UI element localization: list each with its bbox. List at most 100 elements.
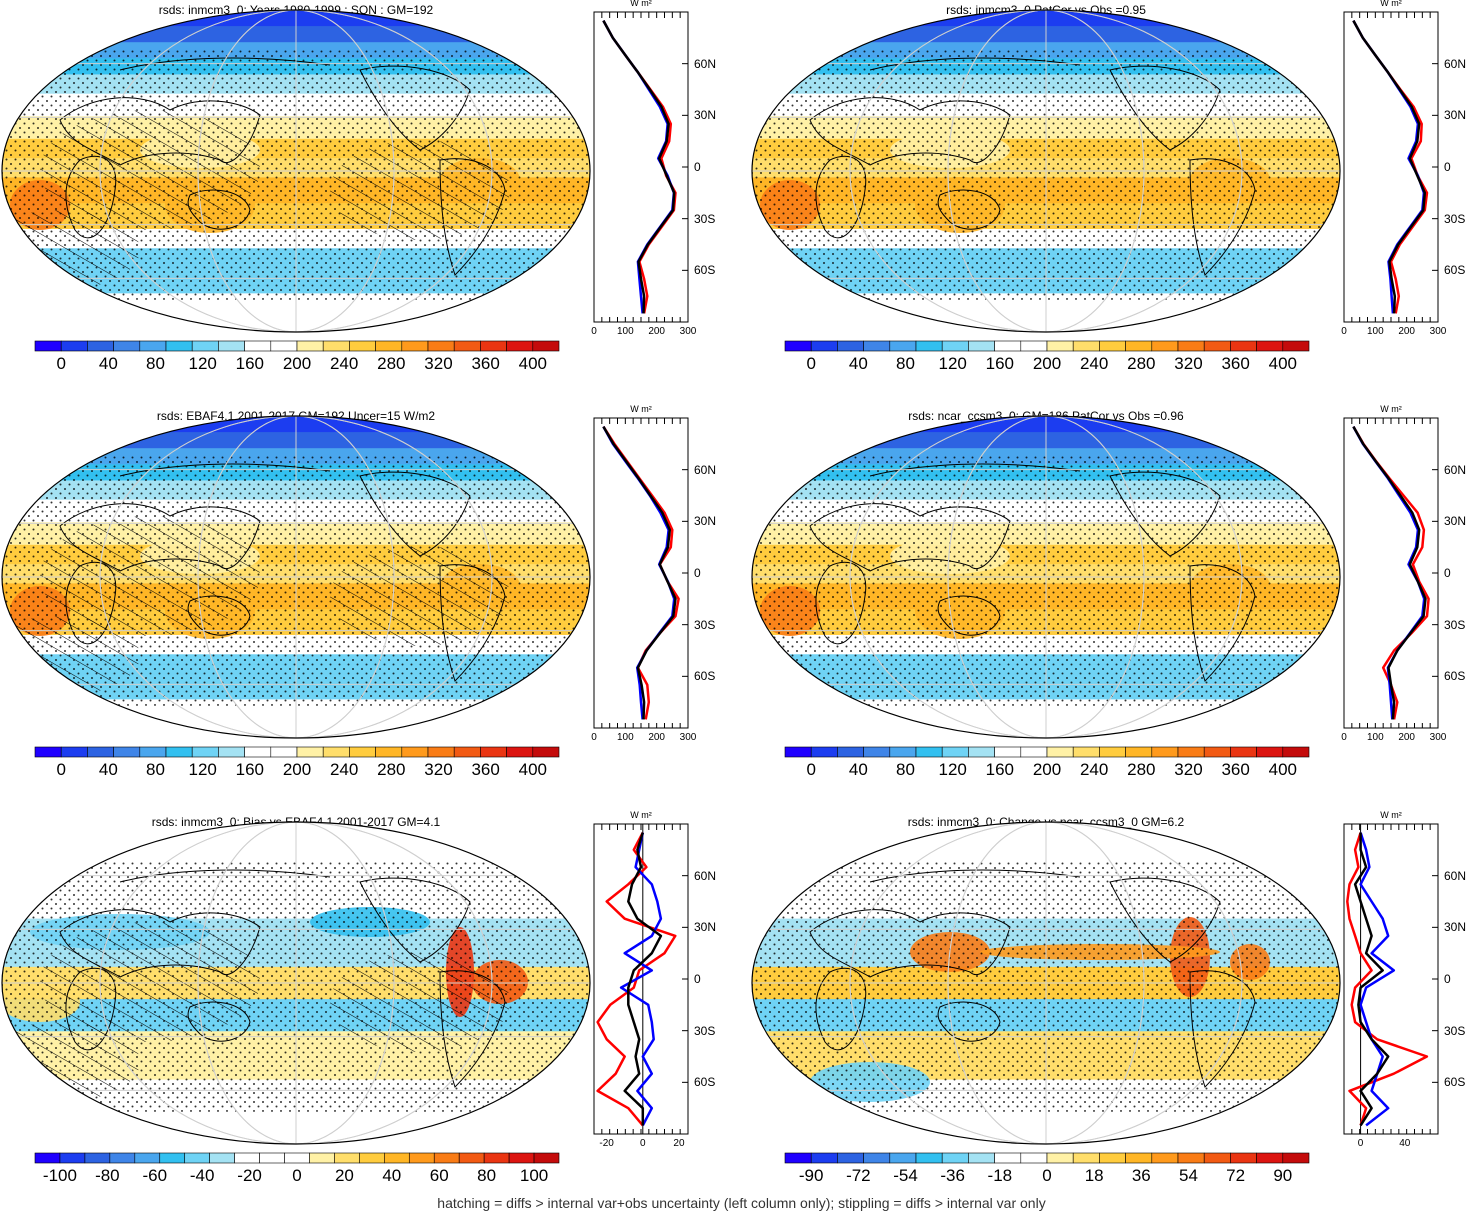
colorbar-tick-label: -80 <box>95 1166 120 1185</box>
coastline <box>937 1001 1001 1042</box>
profile-x-tick-label: 200 <box>1398 732 1415 743</box>
colorbar-swatch <box>1046 340 1074 352</box>
map <box>751 821 1341 1145</box>
colorbar-tick-label: 120 <box>938 354 967 373</box>
colorbar-tick-label: 200 <box>1032 354 1062 373</box>
profile-series-line <box>619 832 663 1126</box>
colorbar-swatch <box>1020 746 1048 758</box>
colorbar-swatch <box>968 1152 995 1164</box>
coastline <box>439 158 506 276</box>
latitude-label: 30S <box>1444 211 1466 226</box>
colorbar-swatch <box>968 746 995 758</box>
colorbar-tick-label: 160 <box>235 354 265 373</box>
profile-series-line <box>623 832 663 1126</box>
colorbar-swatch <box>191 746 219 758</box>
colorbar-swatch <box>784 340 812 352</box>
colorbar-tick-label: 54 <box>1179 1166 1198 1185</box>
lat-band <box>752 416 1340 434</box>
colorbar-swatch <box>532 746 560 758</box>
colorbar-ticks: -90 -72 -54 -36 -18 0 18 36 54 72 90 <box>784 1166 1310 1190</box>
colorbar-swatch <box>1256 1152 1284 1164</box>
hatching-overlay <box>330 952 510 1052</box>
profile-x-tick-label: 300 <box>679 732 697 743</box>
profile-x-tick-label: 0 <box>1357 1138 1364 1149</box>
colorbar-swatch <box>863 340 891 352</box>
colorbar-swatch <box>1046 1152 1074 1164</box>
colorbar-tick-label: 320 <box>1174 354 1203 373</box>
lat-band <box>2 416 590 434</box>
latitude-label: 60N <box>694 462 717 477</box>
colorbar-swatch <box>218 340 245 352</box>
colorbar-swatch <box>915 746 943 758</box>
latitude-label: 60N <box>1444 462 1467 477</box>
latitude-label: 30S <box>1444 1023 1466 1038</box>
colorbar-swatch <box>532 340 560 352</box>
coastline <box>1189 564 1256 682</box>
coastline <box>815 155 867 239</box>
latitude-label: 30N <box>1444 514 1467 529</box>
stippling-overlay <box>752 50 1340 300</box>
coastline <box>59 503 261 572</box>
colorbar-tick-label: 320 <box>1174 760 1203 779</box>
profile-x-tick-label: 300 <box>1429 732 1447 743</box>
map-border <box>751 821 1341 1145</box>
colorbar-tick-label: 0 <box>1042 1166 1052 1185</box>
latitude-label: 0 <box>694 566 701 580</box>
coastline <box>439 564 506 682</box>
colorbar-swatch <box>401 746 429 758</box>
colorbar-tick-label: -90 <box>798 1166 824 1185</box>
colorbar-swatch <box>483 1152 510 1164</box>
colorbar-swatch <box>322 746 350 758</box>
profile-unit: W m² <box>630 404 652 414</box>
colorbar-swatch <box>191 340 219 352</box>
colorbar-swatch <box>270 746 298 758</box>
colorbar-swatch <box>375 340 403 352</box>
colorbar-ticks: 0 40 80 120 160 200 240 280 320 360 400 <box>784 760 1310 784</box>
colorbar-tick-label: 40 <box>98 354 118 373</box>
colorbar-tick-label: 0 <box>806 354 816 373</box>
coastline <box>1189 970 1256 1088</box>
zonal-mean-profile <box>1343 11 1439 323</box>
latitude-label: 0 <box>694 972 701 986</box>
colorbar-swatch <box>1177 746 1205 758</box>
colorbar-swatch <box>1151 746 1179 758</box>
colorbar-swatch <box>1177 340 1205 352</box>
colorbar-swatch <box>1230 1152 1257 1164</box>
profile-unit: W m² <box>630 0 652 8</box>
coastline <box>187 1001 251 1042</box>
colorbar-swatch <box>994 746 1022 758</box>
colorbar-swatch <box>134 1152 161 1164</box>
profile-x-tick-label: 0 <box>1341 326 1347 337</box>
profile-x-tick-label: 40 <box>1399 1138 1411 1149</box>
colorbar-tick-label: 320 <box>424 760 453 779</box>
colorbar-tick-label: 400 <box>518 760 547 779</box>
stippling-overlay <box>752 456 1340 706</box>
colorbar-swatch <box>1230 340 1257 352</box>
colorbar-tick-label: 400 <box>518 354 547 373</box>
coastline <box>937 595 1001 636</box>
latitude-label: 30N <box>694 514 717 529</box>
colorbar-swatch <box>259 1152 285 1164</box>
colorbar-swatch <box>1282 746 1310 758</box>
profile-series-line <box>1359 832 1396 1127</box>
colorbar-tick-label: 120 <box>188 760 217 779</box>
colorbar-swatch <box>837 746 864 758</box>
colorbar-swatch <box>1125 1152 1153 1164</box>
profile-series-line <box>602 425 677 720</box>
profile-x-tick-label: 0 <box>1341 732 1347 743</box>
colorbar-swatch <box>401 340 429 352</box>
colorbar-tick-label: 72 <box>1226 1166 1246 1185</box>
profile-series-line <box>1352 20 1427 314</box>
profile-series-line <box>1352 425 1430 720</box>
colorbar-tick-label: 200 <box>282 354 312 373</box>
map <box>751 415 1341 739</box>
latitude-label: 0 <box>1444 160 1451 174</box>
hatching-overlay <box>330 140 510 240</box>
profile-x-tick-label: 300 <box>1429 326 1447 337</box>
coastline <box>1109 877 1221 963</box>
profile-x-tick-label: 0 <box>591 326 597 337</box>
colorbar-swatch <box>1256 340 1284 352</box>
colorbar-tick-label: 40 <box>848 760 868 779</box>
latitude-label: 30S <box>694 1023 716 1038</box>
colorbar-swatch <box>941 1152 969 1164</box>
